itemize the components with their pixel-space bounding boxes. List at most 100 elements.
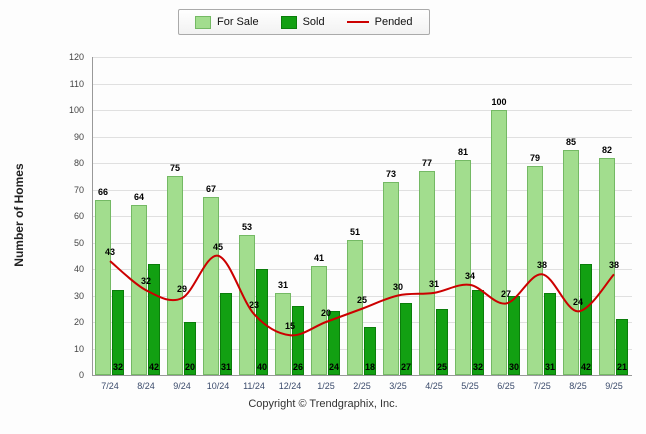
sold-value-label: 42 (580, 362, 591, 372)
bar-for-sale (383, 181, 399, 375)
bar-for-sale (455, 160, 471, 375)
legend-item-pended: Pended (346, 16, 413, 28)
legend-label-for-sale: For Sale (217, 16, 259, 28)
gridline (92, 216, 632, 217)
legend-item-for-sale: For Sale (195, 15, 259, 29)
for-sale-value-label: 82 (601, 144, 612, 155)
x-tick-label: 7/25 (533, 381, 551, 391)
for-sale-value-label: 67 (205, 184, 216, 195)
gridline (92, 83, 632, 85)
bar-sold (616, 319, 628, 375)
pended-value-label: 29 (176, 284, 187, 295)
for-sale-value-label: 85 (565, 136, 576, 147)
pended-value-label: 25 (356, 294, 367, 305)
y-tick-label: 120 (68, 52, 84, 62)
y-tick-label: 30 (73, 290, 84, 301)
y-tick-label: 60 (73, 211, 84, 221)
x-tick-label: 6/25 (497, 381, 515, 391)
x-tick-label: 4/25 (425, 381, 443, 391)
pended-value-label: 30 (392, 281, 403, 292)
x-tick-label: 7/24 (101, 381, 119, 391)
legend-item-sold: Sold (280, 15, 325, 29)
for-sale-value-label: 81 (457, 147, 468, 158)
bar-for-sale (95, 200, 111, 375)
x-tick-label: 11/24 (243, 381, 265, 391)
sold-value-label: 30 (508, 362, 519, 372)
pended-value-label: 34 (464, 270, 475, 281)
pended-value-label: 32 (140, 276, 151, 287)
for-sale-value-label: 79 (529, 152, 540, 163)
sold-value-label: 21 (616, 362, 627, 372)
x-tick-label: 9/25 (605, 381, 623, 391)
for-sale-value-label: 75 (169, 163, 180, 174)
sold-value-label: 25 (436, 362, 447, 372)
for-sale-value-label: 31 (277, 279, 288, 290)
sold-value-label: 27 (400, 362, 411, 372)
x-tick-label: 1/25 (317, 381, 335, 391)
x-tick-label: 8/24 (137, 381, 155, 391)
pended-value-label: 23 (248, 300, 259, 311)
pended-value-label: 15 (284, 321, 295, 332)
pended-value-label: 43 (104, 247, 115, 258)
copyright-text: Copyright © Trendgraphix, Inc. (248, 398, 398, 410)
for-sale-value-label: 66 (97, 187, 108, 198)
bar-for-sale (167, 176, 183, 375)
x-tick-label: 3/25 (389, 381, 407, 391)
pended-line-swatch (346, 21, 369, 23)
bar-for-sale (131, 205, 147, 375)
bar-for-sale (347, 239, 363, 375)
y-tick-label: 40 (73, 264, 84, 274)
sold-value-label: 42 (148, 362, 159, 372)
gridline (92, 189, 632, 191)
x-tick-label: 5/25 (461, 381, 479, 391)
pended-value-label: 38 (536, 260, 547, 271)
sold-value-label: 18 (364, 362, 375, 372)
for-sale-value-label: 73 (385, 168, 396, 179)
bar-for-sale (527, 165, 543, 375)
pended-value-label: 27 (500, 289, 511, 300)
y-tick-label: 10 (73, 343, 84, 354)
y-tick-label: 50 (73, 237, 84, 248)
sold-value-label: 31 (544, 362, 555, 372)
gridline (92, 136, 632, 138)
y-tick-label: 70 (73, 184, 84, 195)
pended-value-label: 38 (608, 260, 619, 271)
y-tick-label: 110 (69, 78, 84, 89)
for-sale-value-label: 64 (133, 192, 144, 203)
gridline (92, 163, 632, 164)
sold-value-label: 32 (472, 362, 483, 372)
y-tick-label: 80 (73, 158, 84, 168)
x-tick-label: 10/24 (206, 381, 230, 391)
sold-value-label: 40 (256, 362, 267, 372)
legend-label-pended: Pended (374, 16, 413, 28)
y-tick-label: 0 (78, 370, 84, 380)
pended-value-label: 45 (212, 241, 223, 252)
sold-value-label: 20 (184, 362, 195, 372)
for-sale-value-label: 77 (421, 157, 432, 168)
y-tick-label: 100 (68, 105, 84, 115)
pended-value-label: 24 (572, 297, 583, 308)
y-axis-line (92, 57, 93, 375)
gridline (92, 57, 632, 58)
bar-for-sale (491, 110, 507, 375)
y-tick-label: 20 (73, 317, 84, 327)
x-axis-line (92, 375, 632, 376)
pended-value-label: 31 (428, 278, 439, 289)
bar-sold (580, 263, 592, 375)
gridline (92, 110, 632, 111)
x-tick-label: 12/24 (278, 381, 302, 391)
y-tick-label: 90 (73, 131, 84, 142)
legend-label-sold: Sold (302, 16, 325, 28)
bar-for-sale (203, 197, 219, 375)
sold-value-label: 24 (328, 362, 339, 372)
bar-for-sale (563, 149, 579, 375)
bar-for-sale (311, 266, 327, 375)
for-sale-value-label: 41 (313, 253, 324, 264)
sold-swatch (280, 15, 297, 29)
x-tick-label: 2/25 (353, 381, 371, 391)
x-tick-label: 9/24 (173, 381, 191, 391)
for-sale-value-label: 53 (241, 221, 252, 232)
sold-value-label: 32 (112, 362, 123, 372)
